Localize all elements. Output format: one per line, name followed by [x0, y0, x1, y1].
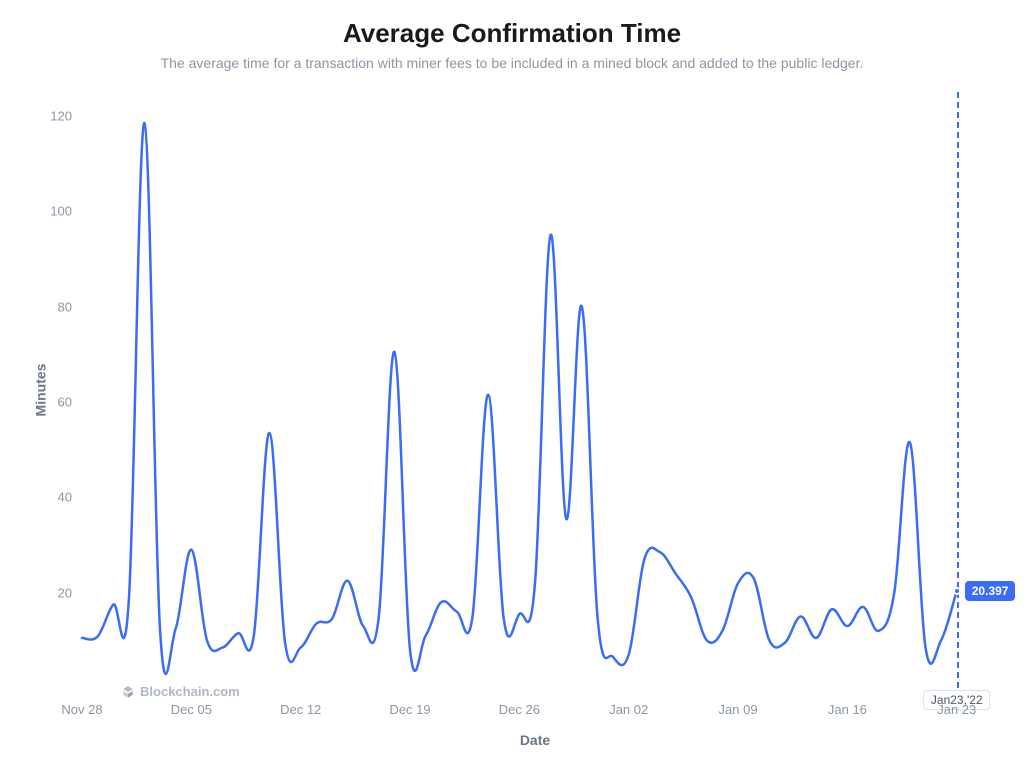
- chart-subtitle: The average time for a transaction with …: [0, 55, 1024, 71]
- x-tick: Dec 12: [280, 688, 321, 717]
- cursor-value-label: 20.397: [965, 581, 1016, 601]
- y-tick: 60: [58, 394, 82, 409]
- chart-title: Average Confirmation Time: [0, 0, 1024, 49]
- x-tick: Dec 26: [499, 688, 540, 717]
- x-tick: Nov 28: [61, 688, 102, 717]
- y-tick: 40: [58, 490, 82, 505]
- x-tick: Jan 23: [937, 688, 976, 717]
- y-axis-title: Minutes: [32, 363, 48, 416]
- x-tick: Jan 09: [719, 688, 758, 717]
- y-tick: 120: [50, 108, 82, 123]
- blockchain-logo-icon: [121, 685, 135, 699]
- chart-container: Average Confirmation Time The average ti…: [0, 0, 1024, 779]
- x-axis-title: Date: [82, 732, 988, 748]
- x-tick: Jan 16: [828, 688, 867, 717]
- y-tick: 80: [58, 299, 82, 314]
- y-tick: 20: [58, 585, 82, 600]
- cursor-dot: [953, 587, 961, 595]
- x-tick: Dec 19: [389, 688, 430, 717]
- cursor-line: [957, 92, 959, 688]
- y-tick: 100: [50, 204, 82, 219]
- x-tick: Dec 05: [171, 688, 212, 717]
- plot-area[interactable]: 20.397 Jan23,'22 Blockchain.com 20406080…: [82, 92, 988, 688]
- x-tick: Jan 02: [609, 688, 648, 717]
- line-chart-svg: [82, 92, 988, 688]
